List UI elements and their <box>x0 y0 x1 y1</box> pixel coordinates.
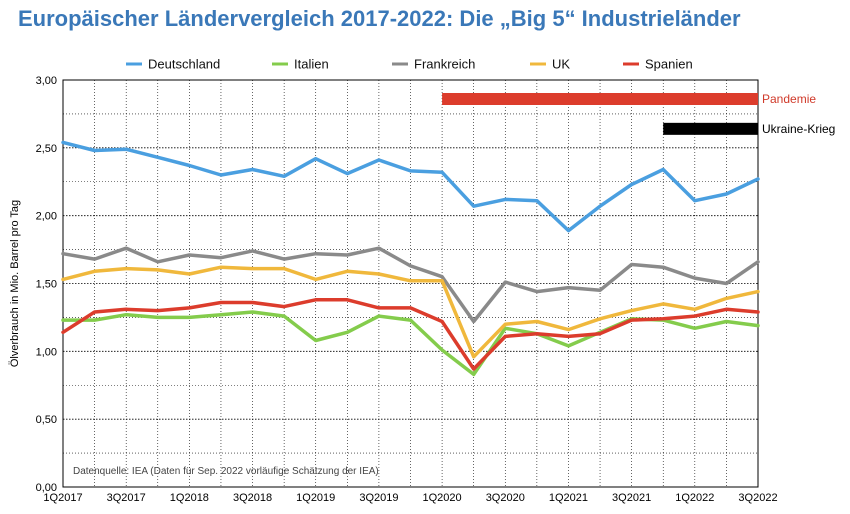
x-tick-label: 1Q2019 <box>296 492 335 504</box>
x-tick-label: 1Q2018 <box>170 492 209 504</box>
y-tick-label: 2,00 <box>36 211 57 223</box>
series-line <box>61 140 760 233</box>
y-axis-label: Ölverbrauch in Mio. Barrel pro Tag <box>9 200 21 367</box>
y-tick-label: 3,00 <box>36 75 57 87</box>
x-tick-label: 3Q2020 <box>486 492 525 504</box>
x-tick-label: 3Q2017 <box>107 492 146 504</box>
y-tick-label: 0,00 <box>36 482 57 494</box>
chart-title: Europäischer Ländervergleich 2017-2022: … <box>18 6 741 31</box>
y-tick-label: 1,00 <box>36 346 57 358</box>
x-tick-label: 1Q2017 <box>43 492 82 504</box>
source-note: Datenquelle: IEA (Daten für Sep. 2022 vo… <box>73 466 379 477</box>
legend-entry: Deutschland <box>148 57 220 72</box>
y-tick-label: 0,50 <box>36 414 57 426</box>
legend-entry: Spanien <box>645 57 693 72</box>
annotation-label: Pandemie <box>762 92 816 106</box>
x-tick-label: 1Q2022 <box>675 492 714 504</box>
x-tick-label: 3Q2018 <box>233 492 272 504</box>
x-tick-label: 1Q2021 <box>549 492 588 504</box>
x-tick-label: 3Q2021 <box>612 492 651 504</box>
series-line <box>61 265 760 359</box>
x-tick-label: 3Q2019 <box>359 492 398 504</box>
legend-entry: UK <box>552 57 570 72</box>
annotation-bar <box>442 92 758 105</box>
legend-entry: Italien <box>294 57 329 72</box>
annotation-bar <box>663 122 758 135</box>
y-tick-label: 2,50 <box>36 143 57 155</box>
legend-entry: Frankreich <box>414 57 475 72</box>
x-tick-label: 3Q2022 <box>738 492 777 504</box>
y-tick-label: 1,50 <box>36 279 57 291</box>
annotation-label: Ukraine-Krieg <box>762 122 835 136</box>
series-line <box>61 298 760 371</box>
series-line <box>61 246 760 324</box>
x-tick-label: 1Q2020 <box>423 492 462 504</box>
